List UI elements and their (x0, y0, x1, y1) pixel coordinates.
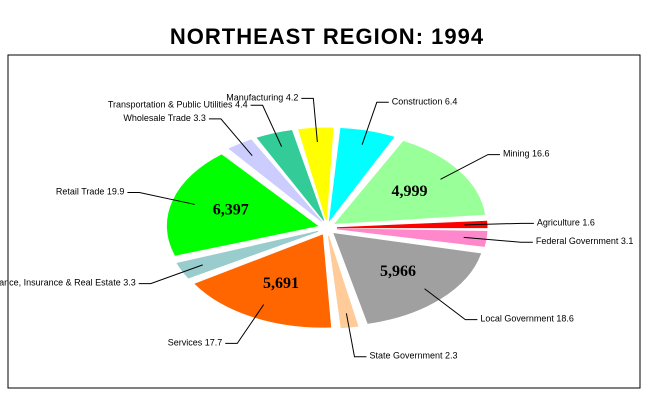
leader-line (361, 101, 389, 145)
slice-value: 3.1 (621, 237, 634, 247)
leader-line (138, 264, 203, 285)
pie-slice (328, 128, 395, 223)
count-label: 5,966 (380, 263, 416, 280)
slice-name: State Government (369, 351, 443, 361)
slice-value: 17.7 (205, 338, 223, 348)
slice-name: Mining (503, 149, 530, 159)
slice-value: 16.6 (532, 149, 550, 159)
pie-slice (256, 130, 325, 221)
count-label: 4,999 (392, 183, 428, 200)
slice-label: Mining 16.6 (503, 149, 550, 159)
slice-name: Services (168, 338, 203, 348)
slice-name: Agriculture (537, 218, 580, 228)
slice-name: Finance, Insurance & Real Estate (0, 278, 121, 288)
leader-line (301, 97, 318, 143)
slice-label: Retail Trade 19.9 (56, 187, 125, 197)
pie-slice (194, 234, 332, 328)
pie-slice (176, 230, 319, 279)
slice-value: 2.3 (445, 351, 458, 361)
pie-slice (333, 233, 482, 324)
leader-line (225, 304, 265, 344)
slice-name: Manufacturing (226, 93, 283, 103)
slice-label: Wholesale Trade 3.3 (123, 113, 206, 123)
slice-value: 3.3 (193, 113, 206, 123)
slice-name: Federal Government (536, 237, 619, 247)
slice-label: Local Government 18.6 (480, 314, 574, 324)
pie-slice (334, 140, 486, 225)
leader-line (127, 191, 195, 205)
leader-line (464, 222, 534, 226)
slice-name: Local Government (480, 314, 554, 324)
slice-label: Manufacturing 4.2 (226, 93, 298, 103)
slice-name: Transportation & Public Utilities (108, 100, 233, 110)
slice-label: State Government 2.3 (369, 351, 457, 361)
count-label: 5,691 (263, 275, 299, 292)
pie-slice (166, 154, 319, 256)
slice-label: Services 17.7 (168, 338, 223, 348)
chart-title: NORTHEAST REGION: 1994 (170, 24, 484, 49)
slice-value: 4.4 (235, 100, 248, 110)
pie-slice (327, 235, 359, 329)
slice-name: Construction (392, 97, 443, 107)
leader-line (345, 313, 367, 358)
leader-line (208, 118, 253, 156)
slice-label: Agriculture 1.6 (537, 218, 595, 228)
slice-value: 3.3 (123, 278, 136, 288)
leader-line (463, 236, 533, 243)
slice-label: Construction 6.4 (392, 97, 458, 107)
slice-label: Federal Government 3.1 (536, 237, 634, 247)
slice-value: 19.9 (107, 187, 125, 197)
slice-value: 6.4 (445, 97, 458, 107)
slice-value: 1.6 (582, 218, 595, 228)
slice-value: 4.2 (286, 93, 299, 103)
slice-value: 18.6 (556, 314, 574, 324)
leader-line (424, 288, 478, 321)
slice-name: Wholesale Trade (123, 113, 191, 123)
plot-frame (7, 54, 641, 389)
leader-line (250, 104, 283, 147)
leader-line (440, 154, 500, 180)
count-label: 6,397 (213, 201, 249, 218)
slice-label: Finance, Insurance & Real Estate 3.3 (0, 278, 136, 288)
pie-slice (228, 139, 322, 222)
slice-label: Transportation & Public Utilities 4.4 (108, 100, 248, 110)
slice-name: Retail Trade (56, 187, 105, 197)
